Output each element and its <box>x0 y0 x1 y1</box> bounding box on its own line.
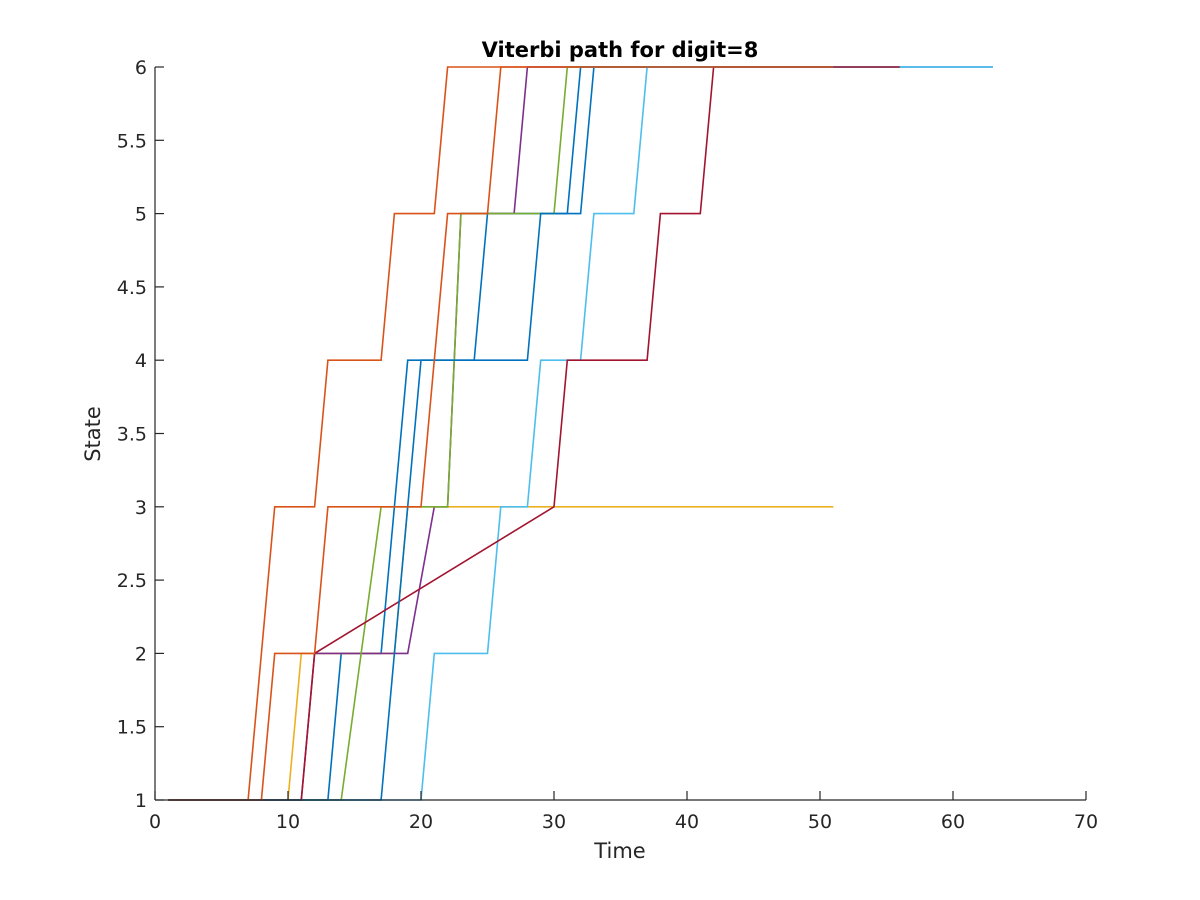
y-tick-label: 1 <box>135 790 147 812</box>
y-tick-label: 4 <box>135 350 147 372</box>
x-tick-label: 20 <box>409 811 433 833</box>
series-line-8 <box>168 66 834 801</box>
y-tick-label: 3 <box>135 497 147 519</box>
y-ticks: 1 1.5 2 2.5 3 3.5 4 4.5 5 5.5 6 <box>117 57 164 812</box>
y-tick-label: 3.5 <box>117 424 147 446</box>
y-tick-label: 5 <box>135 204 147 226</box>
series-line-9 <box>168 66 834 801</box>
x-ticks: 0 10 20 30 40 50 60 70 <box>149 791 1098 833</box>
y-tick-label: 2 <box>135 643 147 665</box>
x-tick-label: 10 <box>276 811 300 833</box>
x-axis-title: Time <box>593 839 645 863</box>
y-tick-label: 5.5 <box>117 130 147 152</box>
series-line-7 <box>168 66 900 801</box>
x-tick-label: 30 <box>542 811 566 833</box>
x-tick-label: 60 <box>941 811 965 833</box>
x-tick-label: 40 <box>675 811 699 833</box>
y-tick-label: 4.5 <box>117 277 147 299</box>
series-layer <box>168 66 993 801</box>
y-tick-label: 1.5 <box>117 717 147 739</box>
x-tick-label: 50 <box>808 811 832 833</box>
y-axis-title: State <box>81 406 105 462</box>
y-tick-label: 6 <box>135 57 147 79</box>
axes-layer <box>154 67 1086 801</box>
y-tick-label: 2.5 <box>117 570 147 592</box>
series-line-3 <box>168 505 834 801</box>
series-line-1 <box>168 66 993 801</box>
chart-title: Viterbi path for digit=8 <box>482 38 759 62</box>
series-line-5 <box>168 66 834 801</box>
series-line-2 <box>168 66 834 801</box>
x-tick-label: 70 <box>1074 811 1098 833</box>
series-line-6 <box>168 66 993 801</box>
series-line-4 <box>168 66 834 801</box>
x-tick-label: 0 <box>149 811 161 833</box>
